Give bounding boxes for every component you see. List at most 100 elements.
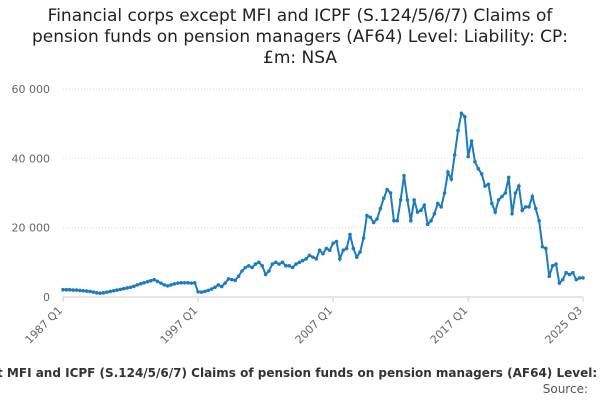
data-point [203, 289, 207, 294]
data-point [402, 173, 406, 178]
data-point [172, 282, 177, 286]
data-point [446, 170, 450, 174]
data-point [500, 194, 504, 199]
data-point [550, 264, 555, 268]
data-point [294, 262, 298, 266]
data-point [540, 244, 545, 249]
data-point [257, 260, 261, 265]
data-point [361, 236, 366, 240]
data-point [273, 260, 278, 265]
data-point [98, 291, 102, 295]
data-point [385, 187, 389, 192]
data-point [473, 160, 477, 164]
data-point [317, 248, 322, 252]
legend: Financial corps except MFI and ICPF (S.1… [0, 366, 600, 380]
data-point [493, 210, 498, 214]
data-point [378, 206, 383, 211]
data-point [476, 166, 481, 171]
data-point [517, 184, 521, 188]
data-point [560, 277, 565, 282]
data-point [240, 269, 244, 273]
data-point [432, 212, 437, 216]
data-point [486, 182, 491, 187]
data-point [115, 288, 119, 292]
data-point [574, 277, 579, 282]
data-point [554, 262, 558, 266]
y-tick-label: 60 000 [12, 83, 51, 96]
data-point [422, 203, 427, 207]
data-point [408, 218, 413, 223]
data-point [398, 198, 403, 202]
data-point [64, 287, 69, 292]
data-point [439, 205, 443, 209]
data-point [459, 111, 464, 116]
data-point [152, 277, 156, 282]
data-point [530, 194, 535, 199]
data-point [300, 258, 305, 263]
data-point [263, 272, 268, 277]
data-point [111, 288, 116, 293]
data-point [132, 284, 136, 289]
data-point [338, 257, 342, 261]
data-point [321, 251, 325, 256]
data-point [209, 287, 214, 291]
data-point [162, 283, 167, 287]
data-point [327, 248, 332, 252]
data-point [118, 287, 123, 292]
data-point [466, 154, 470, 159]
data-point [334, 239, 339, 244]
data-point [250, 265, 254, 270]
data-point [121, 286, 126, 291]
data-point [67, 287, 72, 292]
data-point [159, 281, 163, 285]
y-tick-label: 20 000 [12, 222, 51, 235]
data-point [297, 260, 302, 265]
data-point [419, 208, 423, 213]
data-point [506, 175, 511, 180]
data-point [186, 280, 190, 285]
data-point [176, 281, 180, 285]
legend-entry[interactable]: Financial corps except MFI and ICPF (S.1… [0, 366, 600, 380]
data-point [199, 290, 204, 294]
data-point [324, 246, 329, 251]
data-point [314, 257, 319, 261]
data-point [78, 288, 82, 293]
data-point [392, 218, 396, 223]
data-point [81, 288, 86, 293]
data-point [84, 289, 89, 293]
data-point [287, 264, 292, 268]
data-point [125, 286, 129, 290]
data-point [277, 262, 281, 266]
data-point [91, 290, 96, 294]
data-point [463, 114, 467, 119]
data-point [155, 279, 160, 284]
data-point [94, 291, 99, 295]
data-point [388, 191, 393, 195]
data-point [236, 274, 241, 279]
data-point [179, 280, 183, 285]
data-point [503, 191, 508, 195]
data-point [577, 276, 582, 280]
data-point [567, 272, 572, 277]
data-point [270, 262, 275, 266]
data-point [533, 206, 538, 211]
data-point [165, 284, 170, 288]
data-point [358, 250, 362, 254]
data-point [412, 198, 416, 202]
data-point [365, 213, 369, 218]
data-point [452, 153, 457, 157]
data-point [230, 277, 234, 282]
data-point [513, 191, 518, 195]
data-point [425, 222, 430, 226]
x-tick-label: 2007 Q1 [293, 304, 336, 347]
data-point [71, 288, 75, 292]
data-point [192, 280, 197, 285]
data-point [331, 241, 335, 246]
data-point [537, 218, 541, 223]
source: Source: [542, 382, 588, 396]
data-point [243, 265, 248, 270]
data-point [246, 264, 251, 268]
data-point [138, 282, 143, 286]
